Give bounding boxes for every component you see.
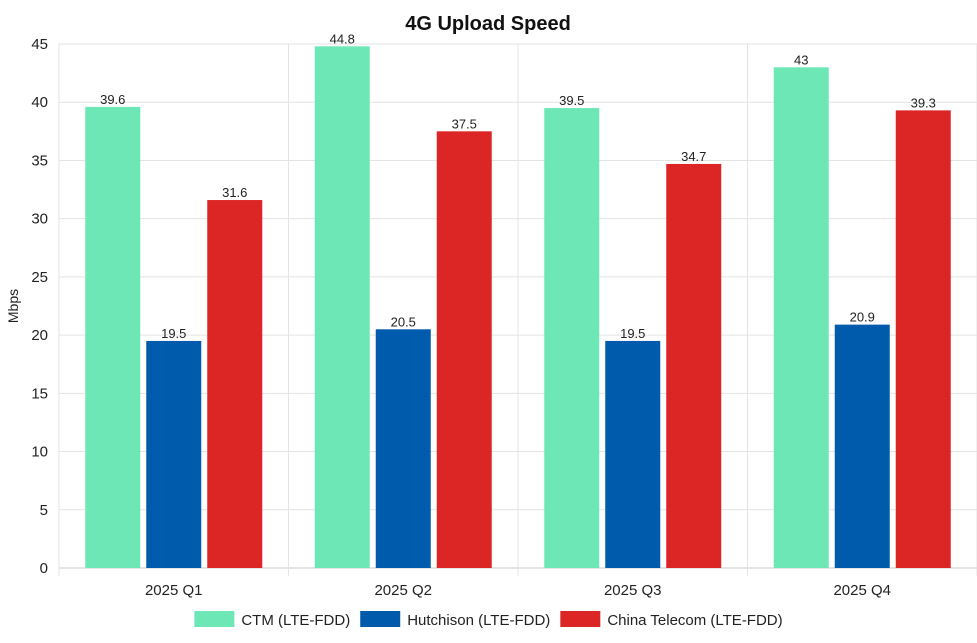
data-label: 39.5	[559, 93, 584, 108]
bar	[314, 46, 370, 569]
bar	[85, 106, 141, 568]
y-tick-label: 25	[31, 269, 48, 286]
data-label: 20.5	[391, 314, 416, 329]
legend-label: China Telecom (LTE-FDD)	[607, 612, 782, 629]
data-label: 20.9	[850, 310, 875, 325]
x-tick-label: 2025 Q1	[145, 582, 203, 599]
bar	[834, 324, 890, 568]
legend-swatch	[560, 611, 601, 627]
data-label: 34.7	[681, 149, 706, 164]
legend-label: CTM (LTE-FDD)	[241, 612, 350, 629]
x-tick-label: 2025 Q3	[604, 582, 662, 599]
data-label: 31.6	[222, 185, 247, 200]
y-tick-label: 10	[31, 444, 48, 461]
axes: 0 5 10 15 20 25 30 35 40 45 2025 Q1 2025 Q2 2025 Q3 2…	[31, 36, 891, 599]
data-label: 19.5	[161, 326, 186, 341]
bar	[207, 200, 263, 568]
chart-title: 4G Upload Speed	[405, 13, 571, 35]
legend-swatch	[360, 611, 401, 627]
legend-label: Hutchison (LTE-FDD)	[407, 612, 550, 629]
y-axis-title: Mbps	[5, 289, 21, 323]
x-tick-label: 2025 Q2	[374, 582, 432, 599]
bar	[605, 340, 661, 568]
data-label: 37.5	[452, 116, 477, 131]
legend-item[interactable]: CTM (LTE-FDD)	[194, 611, 350, 629]
legend: CTM (LTE-FDD) Hutchison (LTE-FDD) China Te…	[194, 611, 783, 629]
bar	[544, 108, 600, 569]
y-tick-label: 20	[31, 327, 48, 344]
y-tick-label: 45	[31, 36, 48, 53]
legend-swatch	[194, 611, 235, 627]
legend-item[interactable]: Hutchison (LTE-FDD)	[360, 611, 550, 629]
bar	[436, 131, 492, 569]
bar	[773, 67, 829, 569]
y-tick-label: 5	[40, 502, 48, 519]
bar	[666, 163, 722, 568]
bar	[895, 110, 951, 568]
data-label: 39.6	[100, 92, 125, 107]
data-label: 43	[794, 52, 808, 67]
bar	[146, 340, 202, 568]
data-labels: 39.6 19.5 31.6 44.8 20.5 37.5 39.5 19.5 34.7 43 20…	[100, 31, 936, 341]
y-tick-label: 15	[31, 385, 48, 402]
x-tick-label: 2025 Q4	[833, 582, 891, 599]
y-tick-label: 40	[31, 94, 48, 111]
bar	[375, 329, 431, 568]
data-label: 39.3	[911, 95, 936, 110]
bars	[85, 46, 951, 569]
legend-item[interactable]: China Telecom (LTE-FDD)	[560, 611, 783, 629]
data-label: 19.5	[620, 326, 645, 341]
data-label: 44.8	[330, 31, 355, 46]
y-tick-label: 30	[31, 211, 48, 228]
y-tick-label: 35	[31, 152, 48, 169]
y-tick-label: 0	[40, 560, 48, 577]
